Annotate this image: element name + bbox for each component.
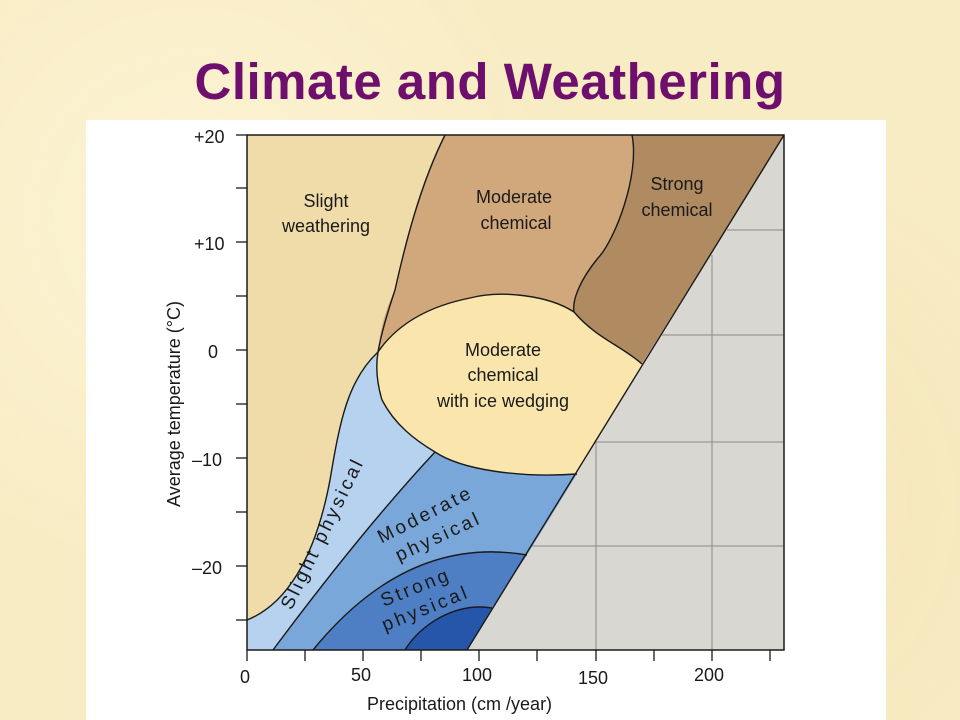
region-moderate-chemical [378, 135, 634, 352]
y-axis-ticks [236, 134, 247, 621]
region-strong-chemical [573, 135, 784, 364]
region-slight-weathering [247, 135, 445, 620]
label-slight-weathering: weathering [281, 216, 370, 236]
label-moderate-chemical-ice: with ice wedging [436, 391, 569, 411]
region-strong-physical [313, 551, 527, 650]
x-axis-ticks [246, 650, 771, 661]
label-moderate-chemical: Moderate [476, 187, 552, 207]
region-boundaries [246, 134, 785, 651]
region-moderate-chemical-ice [376, 294, 642, 476]
label-strong-chemical: chemical [641, 200, 712, 220]
region-slight-physical [247, 352, 435, 650]
region-strongest-physical [405, 607, 492, 650]
y-tick-label: +10 [194, 234, 225, 254]
x-tick-label: 200 [694, 665, 724, 685]
y-tick-label: –10 [192, 450, 222, 470]
x-tick-label: 150 [578, 668, 608, 688]
y-tick-label: –20 [192, 558, 222, 578]
label-strong-chemical: Strong [650, 174, 703, 194]
plot-frame [246, 134, 785, 651]
label-slight-weathering: Slight [303, 191, 348, 211]
label-moderate-chemical-ice: chemical [467, 365, 538, 385]
y-tick-label: 0 [208, 342, 218, 362]
x-axis-title: Precipitation (cm /year) [367, 694, 552, 714]
region-moderate-physical [273, 452, 577, 650]
x-tick-label: 50 [351, 665, 371, 685]
x-tick-label: 100 [462, 665, 492, 685]
label-moderate-chemical-ice: Moderate [465, 340, 541, 360]
x-tick-label: 0 [240, 667, 250, 687]
label-moderate-chemical: chemical [480, 213, 551, 233]
slide-title: Climate and Weathering [194, 53, 786, 110]
y-axis-title: Average temperature (°C) [164, 301, 184, 507]
y-tick-label: +20 [194, 127, 225, 147]
